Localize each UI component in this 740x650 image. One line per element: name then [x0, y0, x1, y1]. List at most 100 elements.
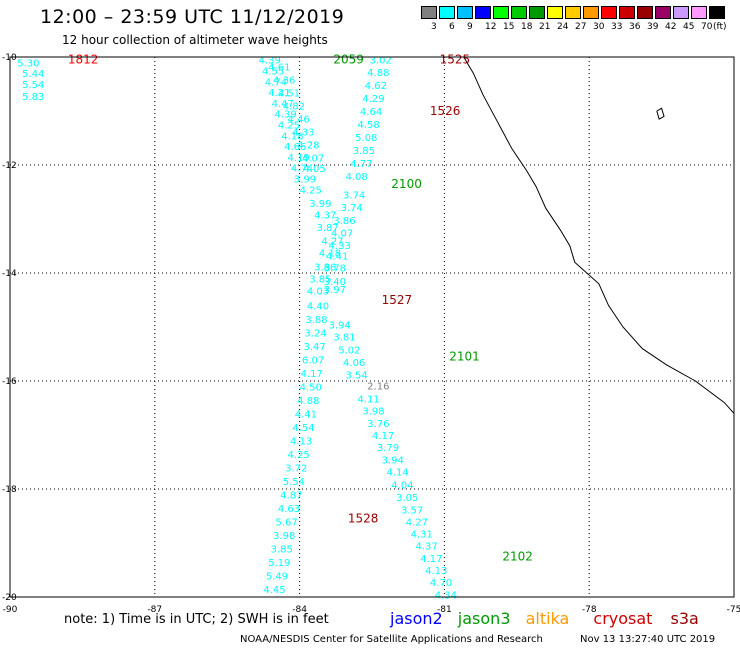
colorbar-swatch: [583, 6, 599, 19]
wave-height-value: 4.13: [425, 566, 447, 577]
wave-height-value: 5.19: [268, 558, 290, 569]
wave-height-value: 4.37: [415, 542, 437, 553]
wave-height-value: 3.57: [401, 506, 423, 517]
wave-height-value: 4.25: [300, 185, 322, 196]
wave-height-value: 3.72: [285, 463, 307, 474]
lon-tick-label: -81: [437, 605, 452, 615]
wave-height-value: 4.46: [288, 115, 310, 126]
wave-height-value: 5.30: [17, 58, 39, 69]
colorbar-swatch: [457, 6, 473, 19]
colorbar-swatch: [691, 6, 707, 19]
colorbar-label: 45: [683, 22, 695, 32]
wave-height-value: 4.19: [288, 153, 310, 164]
colorbar-label: 27: [575, 22, 587, 32]
wave-height-value: 4.04: [391, 481, 413, 492]
wave-height-value: 5.44: [22, 69, 44, 80]
wave-height-value: 3.81: [333, 333, 355, 344]
wave-height-value: 5.67: [275, 517, 297, 528]
wave-height-value: 4.21: [268, 88, 290, 99]
colorbar-swatch: [637, 6, 653, 19]
colorbar-swatch: [511, 6, 527, 19]
wave-height-value: 4.36: [273, 76, 295, 87]
wave-height-value: 4.87: [280, 490, 302, 501]
wave-height-value: 4.06: [343, 358, 365, 369]
wave-height-value: 4.18: [319, 248, 341, 259]
pass-time-label: 2101: [449, 350, 480, 364]
wave-height-value: 3.24: [304, 328, 326, 339]
wave-height-value: 3.02: [370, 56, 392, 67]
wave-height-value: 3.86: [333, 216, 355, 227]
wave-height-value: 4.05: [303, 164, 325, 175]
wave-height-value: 3.05: [396, 493, 418, 504]
colorbar-swatch: [421, 6, 437, 19]
lon-tick-label: -75: [727, 605, 740, 615]
colorbar-swatch: [565, 6, 581, 19]
wave-height-value: 4.74: [265, 77, 287, 88]
wave-height-value: 4.51: [278, 89, 300, 100]
wave-height-value: 4.39: [275, 110, 297, 121]
legend-item-jason3: jason3: [457, 609, 511, 628]
lat-tick-label: -18: [2, 485, 17, 495]
wave-height-value: 4.47: [272, 99, 294, 110]
wave-height-value: 4.66: [284, 142, 306, 153]
coastline-path: [463, 56, 735, 414]
lon-tick-label: -90: [3, 605, 18, 615]
footer-timestamp: Nov 13 13:27:40 UTC 2019: [580, 634, 716, 645]
colorbar-label: 70: [701, 22, 713, 32]
wave-height-value: 4.31: [411, 529, 433, 540]
lat-tick-label: -10: [2, 53, 17, 63]
wave-height-value: 4.54: [292, 423, 314, 434]
wave-height-value: 4.63: [278, 504, 300, 515]
pass-time-label: 1525: [440, 53, 471, 67]
wave-height-value: 4.14: [386, 468, 408, 479]
wave-height-value: 4.11: [358, 394, 380, 405]
coastline: [463, 56, 735, 414]
pass-time-label: 1526: [430, 104, 461, 118]
legend-item-altika: altika: [525, 609, 570, 628]
map-title: 12:00 – 23:59 UTC 11/12/2019: [40, 6, 345, 28]
wave-height-value: 3.78: [324, 264, 346, 275]
wave-height-value: 4.77: [350, 159, 372, 170]
wave-height-value: 3.98: [362, 407, 384, 418]
wave-height-value: 4.33: [292, 128, 314, 139]
map-subtitle: 12 hour collection of altimeter wave hei…: [62, 33, 328, 47]
colorbar-label: 9: [467, 22, 473, 32]
wave-height-value: 4.18: [281, 131, 303, 142]
colorbar-label: 30: [593, 22, 605, 32]
legend-item-jason2: jason2: [390, 609, 443, 628]
pass-time-label: 1528: [348, 512, 379, 526]
wave-height-value: 4.58: [358, 120, 380, 131]
lon-tick-label: -84: [292, 605, 307, 615]
lon-tick-label: -78: [582, 605, 597, 615]
axis-labels: -90 -87 -84 -81 -78 -75 -10 -12 -14 -16 -18 -20: [2, 53, 740, 615]
colorbar-label: 42: [665, 22, 677, 32]
wave-height-value: 4.88: [367, 68, 389, 79]
colorbar-label: 36: [629, 22, 641, 32]
wave-height-value: 4.88: [297, 396, 319, 407]
wave-height-value: 3.74: [343, 191, 365, 202]
wave-height-value: 4.64: [360, 107, 382, 118]
pass-time-label: 2100: [391, 177, 422, 191]
pass-time-label: 1527: [382, 293, 413, 307]
wave-height-value: 4.17: [420, 554, 442, 565]
wave-height-value: 4.08: [345, 172, 367, 183]
footer-note: note: 1) Time is in UTC; 2) SWH is in fe…: [64, 612, 329, 627]
colorbar-swatch: [439, 6, 455, 19]
colorbar-unit: (ft): [713, 22, 727, 32]
wave-height-value: 4.50: [300, 382, 322, 393]
colorbar-label: 39: [647, 22, 659, 32]
wave-height-value: 4.41: [295, 409, 317, 420]
wave-height-value: 3.40: [324, 277, 346, 288]
colorbar-swatch: [529, 6, 545, 19]
legend-item-cryosat: cryosat: [593, 609, 653, 628]
wave-height-value: 4.25: [288, 450, 310, 461]
lat-tick-label: -20: [2, 593, 17, 603]
colorbar-label: 21: [539, 22, 551, 32]
wave-height-value: 3.97: [324, 285, 346, 296]
pass-time-label: 2059: [333, 53, 364, 67]
colorbar-label: 6: [449, 22, 455, 32]
wave-height-value: 5.54: [283, 477, 305, 488]
wave-height-value: 4.70: [430, 578, 452, 589]
colorbar-swatch: [655, 6, 671, 19]
lat-tick-label: -12: [2, 161, 17, 171]
